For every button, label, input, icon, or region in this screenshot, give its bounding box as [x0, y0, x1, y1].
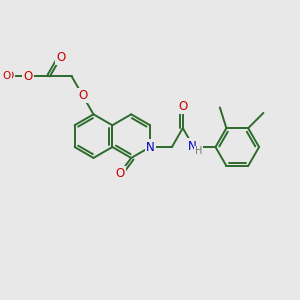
Text: O: O	[78, 89, 87, 102]
Text: H: H	[195, 146, 202, 156]
Text: N: N	[146, 140, 154, 154]
Text: O: O	[6, 71, 14, 81]
Text: O: O	[56, 51, 65, 64]
Text: O: O	[3, 71, 11, 81]
Text: N: N	[188, 140, 197, 152]
Text: O: O	[23, 70, 33, 83]
Text: O: O	[115, 167, 124, 180]
Text: O: O	[178, 100, 188, 113]
